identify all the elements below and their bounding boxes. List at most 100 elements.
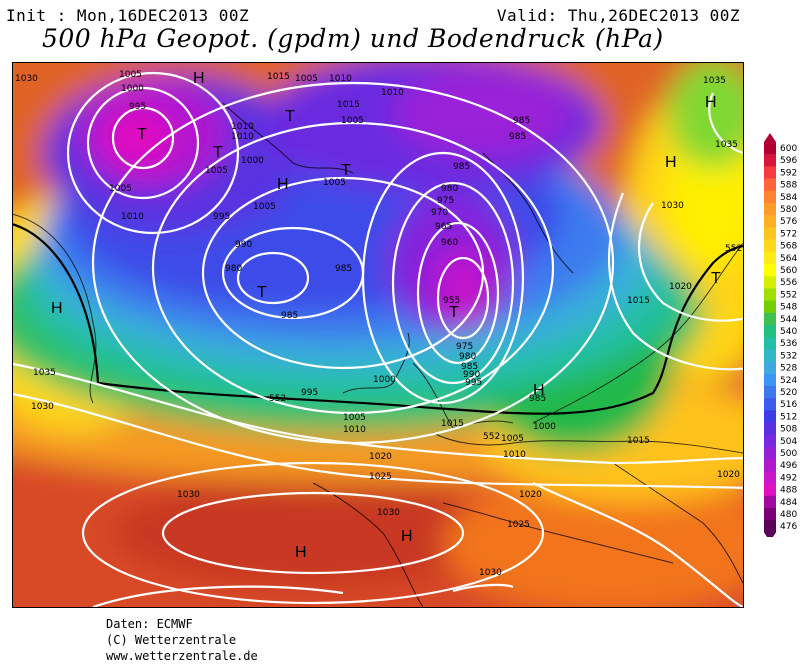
valid-time: Valid: Thu,26DEC2013 00Z <box>496 6 740 25</box>
isobar-label: 985 <box>461 362 478 372</box>
colorbar-label: 568 <box>780 242 797 252</box>
isobar-label: 995 <box>213 212 230 222</box>
isobar-label: 1020 <box>669 282 692 292</box>
isobar-label: 955 <box>443 296 460 306</box>
colorbar-label: 520 <box>780 388 797 398</box>
colorbar-swatch <box>764 337 776 350</box>
colorbar-swatch <box>764 276 776 289</box>
colorbar-label: 588 <box>780 181 797 191</box>
colorbar-max-arrow <box>764 133 776 142</box>
isobar-label: 1015 <box>627 436 650 446</box>
colorbar-swatch <box>764 239 776 253</box>
isobar-label: 1005 <box>501 434 524 444</box>
isobar-label: 1005 <box>205 166 228 176</box>
colorbar-swatch <box>764 142 776 155</box>
isobar-label: 980 <box>441 184 458 194</box>
colorbar-label: 552 <box>780 290 797 300</box>
colorbar-canvas: 600 596 592 588 584 580 576 572 568 564 560 556 552 5… <box>764 133 797 542</box>
colorbar-swatch <box>764 264 776 277</box>
isobar-label: 1035 <box>33 368 56 378</box>
colorbar-label: 544 <box>780 315 797 325</box>
isobar-label: 1025 <box>507 520 530 530</box>
coastlines <box>13 102 743 607</box>
isobar-label: 960 <box>441 238 458 248</box>
isobar-label: 985 <box>509 132 526 142</box>
isobar-label: 1010 <box>503 450 526 460</box>
high-center: H <box>295 544 307 561</box>
colorbar-swatch <box>764 422 776 436</box>
colorbar-label: 492 <box>780 473 797 483</box>
colorbar-label: 596 <box>780 156 797 166</box>
colorbar-label: 488 <box>780 486 797 496</box>
isobar-label: 1005 <box>109 184 132 194</box>
low-center: T <box>711 270 721 287</box>
isobar-label: 995 <box>465 378 482 388</box>
high-center: H <box>51 300 63 317</box>
colorbar-swatch <box>764 288 776 301</box>
isobar-label: 965 <box>435 222 452 232</box>
low-center: T <box>285 108 295 125</box>
isobar-label: 1030 <box>177 490 200 500</box>
colorbar-label: 600 <box>780 144 797 154</box>
credit-copyright: (C) Wetterzentrale <box>106 633 237 647</box>
isobar-label: 990 <box>463 370 480 380</box>
isobar-label: 1020 <box>369 452 392 462</box>
isobar-label: 985 <box>453 162 470 172</box>
isobar-label: 1010 <box>329 74 352 84</box>
colorbar-swatch <box>764 398 776 411</box>
isobar-label: 1015 <box>337 100 360 110</box>
init-time: Init : Mon,16DEC2013 00Z <box>6 6 250 25</box>
isobar-label: 975 <box>456 342 473 352</box>
colorbar-label: 556 <box>780 278 797 288</box>
isobar-label: 1005 <box>341 116 364 126</box>
credits: Daten: ECMWF (C) Wetterzentrale www.wett… <box>106 616 258 664</box>
colorbar-swatch <box>764 471 776 484</box>
colorbar-label: 500 <box>780 449 797 459</box>
isobar-label: 985 <box>529 394 546 404</box>
low-center: T <box>341 162 351 179</box>
isobar-label: 1000 <box>533 422 556 432</box>
high-center: H <box>401 528 413 545</box>
colorbar-swatch <box>764 447 776 460</box>
forecast-map: 1030 1005 1000 995 1015 1005 1010 1010 1… <box>12 62 744 608</box>
colorbar-label: 572 <box>780 229 797 239</box>
isobar-label: 1010 <box>381 88 404 98</box>
high-center: H <box>533 382 545 399</box>
colorbar: 600 596 592 588 584 580 576 572 568 564 560 556 552 5… <box>760 132 812 542</box>
colorbar-swatch <box>764 215 776 228</box>
isobar-label: 975 <box>437 196 454 206</box>
contour-552 <box>13 223 743 415</box>
colorbar-swatch <box>764 251 776 265</box>
isobar-label: 990 <box>235 240 252 250</box>
colorbar-swatch <box>764 386 776 399</box>
colorbar-swatch <box>764 520 776 533</box>
isobar-label: 1010 <box>121 212 144 222</box>
isobar-label: 552 <box>269 394 286 404</box>
colorbar-swatch <box>764 190 776 204</box>
colorbar-label: 584 <box>780 193 797 203</box>
colorbar-swatch <box>764 312 776 326</box>
colorbar-label: 536 <box>780 339 797 349</box>
colorbar-label: 576 <box>780 217 797 227</box>
colorbar-swatch <box>764 410 776 423</box>
isobar-label: 1005 <box>295 74 318 84</box>
colorbar-swatch <box>764 373 776 387</box>
colorbar-label: 504 <box>780 437 797 447</box>
isobar-label: 985 <box>335 264 352 274</box>
isobar-label: 1020 <box>717 470 740 480</box>
isobar-label: 1030 <box>31 402 54 412</box>
isobar-label: 995 <box>129 102 146 112</box>
colorbar-min-arrow <box>764 532 776 542</box>
colorbar-swatch <box>764 325 776 338</box>
isobar-label: 980 <box>459 352 476 362</box>
colorbar-swatch <box>764 508 776 521</box>
isobar-label: 995 <box>301 388 318 398</box>
colorbar-label: 476 <box>780 522 797 532</box>
colorbar-label: 580 <box>780 205 797 215</box>
isobar-label: 1000 <box>241 156 264 166</box>
colorbar-label: 480 <box>780 510 797 520</box>
isobar-label: 980 <box>225 264 242 274</box>
map-title: 500 hPa Geopot. (gpdm) und Bodendruck (h… <box>42 24 664 53</box>
isobar-label: 1010 <box>343 425 366 435</box>
isobar-label: 1035 <box>703 76 726 86</box>
